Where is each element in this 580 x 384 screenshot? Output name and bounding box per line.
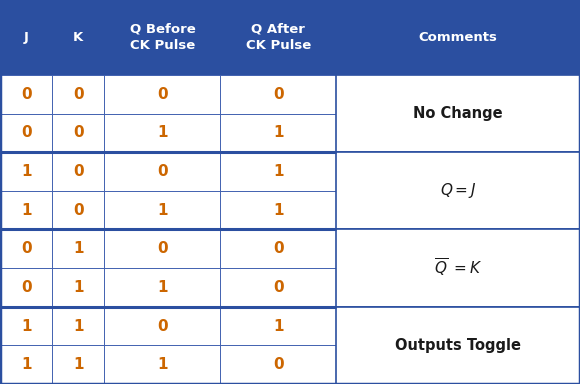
Bar bbox=[104, 75, 220, 114]
Bar bbox=[220, 152, 336, 191]
Bar bbox=[52, 191, 104, 230]
Bar bbox=[104, 230, 220, 268]
Text: 1: 1 bbox=[21, 164, 31, 179]
Text: Comments: Comments bbox=[419, 31, 498, 44]
Bar bbox=[104, 114, 220, 152]
Bar bbox=[104, 307, 220, 345]
Text: 1: 1 bbox=[73, 319, 84, 334]
Text: $Q=J$: $Q=J$ bbox=[440, 181, 477, 200]
Bar bbox=[0, 114, 52, 152]
Bar bbox=[52, 307, 104, 345]
Bar bbox=[0, 345, 52, 384]
Bar bbox=[0, 191, 52, 230]
Bar bbox=[336, 307, 580, 384]
Text: 0: 0 bbox=[157, 241, 168, 256]
Bar bbox=[0, 0, 52, 75]
Bar bbox=[336, 230, 580, 307]
Text: 0: 0 bbox=[157, 319, 168, 334]
Text: 0: 0 bbox=[273, 241, 284, 256]
Bar bbox=[0, 307, 52, 345]
Text: 0: 0 bbox=[273, 87, 284, 102]
Bar bbox=[220, 0, 336, 75]
Bar bbox=[220, 345, 336, 384]
Text: 1: 1 bbox=[157, 125, 168, 140]
Text: 1: 1 bbox=[273, 164, 284, 179]
Text: 0: 0 bbox=[157, 164, 168, 179]
Text: 1: 1 bbox=[273, 319, 284, 334]
Text: 0: 0 bbox=[73, 164, 84, 179]
Text: 1: 1 bbox=[73, 280, 84, 295]
Bar bbox=[52, 152, 104, 191]
Text: 1: 1 bbox=[157, 357, 168, 372]
Bar bbox=[0, 152, 52, 191]
Text: Q After
CK Pulse: Q After CK Pulse bbox=[246, 22, 311, 53]
Text: 0: 0 bbox=[73, 203, 84, 218]
Text: 1: 1 bbox=[157, 203, 168, 218]
Text: 0: 0 bbox=[21, 125, 31, 140]
Text: 1: 1 bbox=[73, 241, 84, 256]
Bar bbox=[52, 268, 104, 307]
Text: 1: 1 bbox=[73, 357, 84, 372]
Text: 1: 1 bbox=[157, 280, 168, 295]
Text: 0: 0 bbox=[73, 125, 84, 140]
Bar bbox=[220, 268, 336, 307]
Bar bbox=[52, 0, 104, 75]
Text: 0: 0 bbox=[21, 280, 31, 295]
Text: 1: 1 bbox=[273, 203, 284, 218]
Text: 0: 0 bbox=[273, 357, 284, 372]
Bar bbox=[220, 114, 336, 152]
Bar bbox=[104, 0, 220, 75]
Bar bbox=[220, 307, 336, 345]
Bar bbox=[104, 152, 220, 191]
Bar bbox=[220, 191, 336, 230]
Text: 0: 0 bbox=[157, 87, 168, 102]
Text: 1: 1 bbox=[21, 203, 31, 218]
Text: Q Before
CK Pulse: Q Before CK Pulse bbox=[129, 22, 195, 53]
Bar bbox=[0, 268, 52, 307]
Text: 1: 1 bbox=[21, 357, 31, 372]
Text: $\overline{Q}\ =K$: $\overline{Q}\ =K$ bbox=[434, 257, 483, 279]
Bar bbox=[336, 152, 580, 230]
Bar bbox=[104, 191, 220, 230]
Text: 0: 0 bbox=[73, 87, 84, 102]
Text: K: K bbox=[73, 31, 84, 44]
Bar bbox=[52, 345, 104, 384]
Bar bbox=[52, 114, 104, 152]
Bar bbox=[220, 230, 336, 268]
Text: Outputs Toggle: Outputs Toggle bbox=[395, 338, 521, 353]
Text: 0: 0 bbox=[273, 280, 284, 295]
Bar bbox=[0, 230, 52, 268]
Text: J: J bbox=[24, 31, 28, 44]
Text: 1: 1 bbox=[273, 125, 284, 140]
Bar bbox=[220, 75, 336, 114]
Bar bbox=[104, 345, 220, 384]
Text: 1: 1 bbox=[21, 319, 31, 334]
Bar bbox=[336, 0, 580, 75]
Bar bbox=[0, 75, 52, 114]
Text: 0: 0 bbox=[21, 241, 31, 256]
Bar bbox=[52, 230, 104, 268]
Text: 0: 0 bbox=[21, 87, 31, 102]
Bar bbox=[52, 75, 104, 114]
Bar bbox=[336, 75, 580, 152]
Bar bbox=[104, 268, 220, 307]
Text: No Change: No Change bbox=[414, 106, 503, 121]
